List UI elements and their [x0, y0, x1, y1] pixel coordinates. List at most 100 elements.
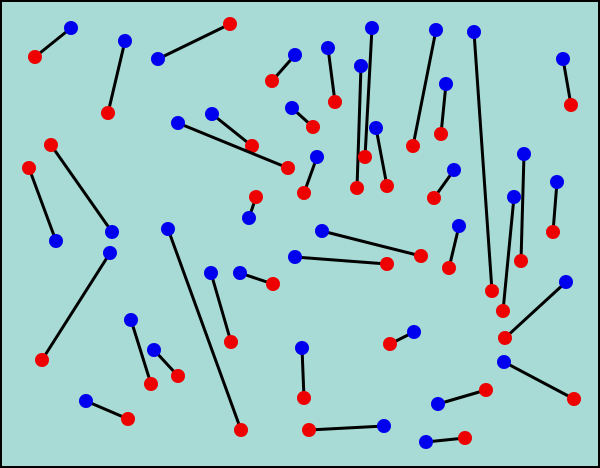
blue-endpoint[interactable] [171, 116, 185, 130]
segment-18[interactable] [496, 190, 521, 318]
red-endpoint[interactable] [223, 17, 237, 31]
red-endpoint[interactable] [28, 50, 42, 64]
segment-36[interactable] [79, 394, 135, 426]
segment-1[interactable] [101, 34, 132, 120]
blue-endpoint[interactable] [64, 21, 78, 35]
red-endpoint[interactable] [121, 412, 135, 426]
red-endpoint[interactable] [496, 304, 510, 318]
segment-14[interactable] [369, 121, 394, 193]
blue-endpoint[interactable] [233, 266, 247, 280]
blue-endpoint[interactable] [315, 224, 329, 238]
red-endpoint[interactable] [297, 186, 311, 200]
segment-29[interactable] [233, 266, 280, 291]
segment-24[interactable] [315, 224, 428, 263]
segment-19[interactable] [546, 175, 564, 239]
blue-endpoint[interactable] [507, 190, 521, 204]
segment-12[interactable] [205, 107, 259, 153]
segment-32[interactable] [147, 343, 185, 383]
segment-9[interactable] [434, 77, 453, 141]
segment-3[interactable] [265, 48, 302, 88]
segment-26[interactable] [442, 219, 466, 275]
red-endpoint[interactable] [101, 106, 115, 120]
red-endpoint[interactable] [458, 431, 472, 445]
segment-11[interactable] [285, 101, 320, 134]
segment-31[interactable] [124, 313, 158, 391]
blue-endpoint[interactable] [429, 23, 443, 37]
segment-8[interactable] [467, 25, 499, 298]
segment-28[interactable] [204, 266, 238, 349]
blue-endpoint[interactable] [517, 147, 531, 161]
red-endpoint[interactable] [350, 181, 364, 195]
segment-39[interactable] [419, 431, 472, 449]
blue-endpoint[interactable] [103, 246, 117, 260]
blue-endpoint[interactable] [295, 341, 309, 355]
blue-endpoint[interactable] [369, 121, 383, 135]
segment-30[interactable] [498, 275, 573, 345]
red-endpoint[interactable] [35, 353, 49, 367]
blue-endpoint[interactable] [439, 77, 453, 91]
blue-endpoint[interactable] [407, 325, 421, 339]
red-endpoint[interactable] [22, 161, 36, 175]
segment-34[interactable] [383, 325, 421, 351]
blue-endpoint[interactable] [365, 21, 379, 35]
blue-endpoint[interactable] [79, 394, 93, 408]
blue-endpoint[interactable] [285, 101, 299, 115]
blue-endpoint[interactable] [354, 59, 368, 73]
red-endpoint[interactable] [144, 377, 158, 391]
segment-15[interactable] [297, 150, 324, 200]
red-endpoint[interactable] [546, 225, 560, 239]
red-endpoint[interactable] [245, 139, 259, 153]
red-endpoint[interactable] [383, 337, 397, 351]
red-endpoint[interactable] [281, 161, 295, 175]
red-endpoint[interactable] [427, 191, 441, 205]
red-endpoint[interactable] [514, 254, 528, 268]
segment-37[interactable] [431, 383, 493, 411]
red-endpoint[interactable] [306, 120, 320, 134]
blue-endpoint[interactable] [497, 355, 511, 369]
red-endpoint[interactable] [434, 127, 448, 141]
blue-endpoint[interactable] [204, 266, 218, 280]
blue-endpoint[interactable] [310, 150, 324, 164]
segment-4[interactable] [321, 41, 342, 109]
blue-endpoint[interactable] [452, 219, 466, 233]
blue-endpoint[interactable] [124, 313, 138, 327]
blue-endpoint[interactable] [419, 435, 433, 449]
segment-16[interactable] [427, 163, 461, 205]
red-endpoint[interactable] [224, 335, 238, 349]
red-endpoint[interactable] [171, 369, 185, 383]
blue-endpoint[interactable] [205, 107, 219, 121]
red-endpoint[interactable] [234, 423, 248, 437]
blue-endpoint[interactable] [288, 250, 302, 264]
blue-endpoint[interactable] [321, 41, 335, 55]
red-endpoint[interactable] [380, 179, 394, 193]
blue-endpoint[interactable] [467, 25, 481, 39]
segment-23[interactable] [161, 222, 248, 437]
segment-7[interactable] [406, 23, 443, 153]
blue-endpoint[interactable] [559, 275, 573, 289]
segment-38[interactable] [302, 419, 391, 437]
blue-endpoint[interactable] [105, 225, 119, 239]
segment-22[interactable] [44, 138, 119, 239]
segment-33[interactable] [295, 341, 311, 405]
red-endpoint[interactable] [249, 190, 263, 204]
red-endpoint[interactable] [567, 392, 581, 406]
red-endpoint[interactable] [358, 150, 372, 164]
segment-2[interactable] [151, 17, 237, 66]
blue-endpoint[interactable] [377, 419, 391, 433]
red-endpoint[interactable] [266, 277, 280, 291]
red-endpoint[interactable] [485, 284, 499, 298]
red-endpoint[interactable] [328, 95, 342, 109]
segment-21[interactable] [22, 161, 63, 248]
segment-10[interactable] [556, 52, 578, 112]
blue-endpoint[interactable] [147, 343, 161, 357]
segment-20[interactable] [242, 190, 263, 225]
red-endpoint[interactable] [265, 74, 279, 88]
blue-endpoint[interactable] [447, 163, 461, 177]
red-endpoint[interactable] [564, 98, 578, 112]
red-endpoint[interactable] [442, 261, 456, 275]
segment-25[interactable] [288, 250, 394, 271]
segment-13[interactable] [171, 116, 295, 175]
blue-endpoint[interactable] [242, 211, 256, 225]
red-endpoint[interactable] [414, 249, 428, 263]
blue-endpoint[interactable] [550, 175, 564, 189]
